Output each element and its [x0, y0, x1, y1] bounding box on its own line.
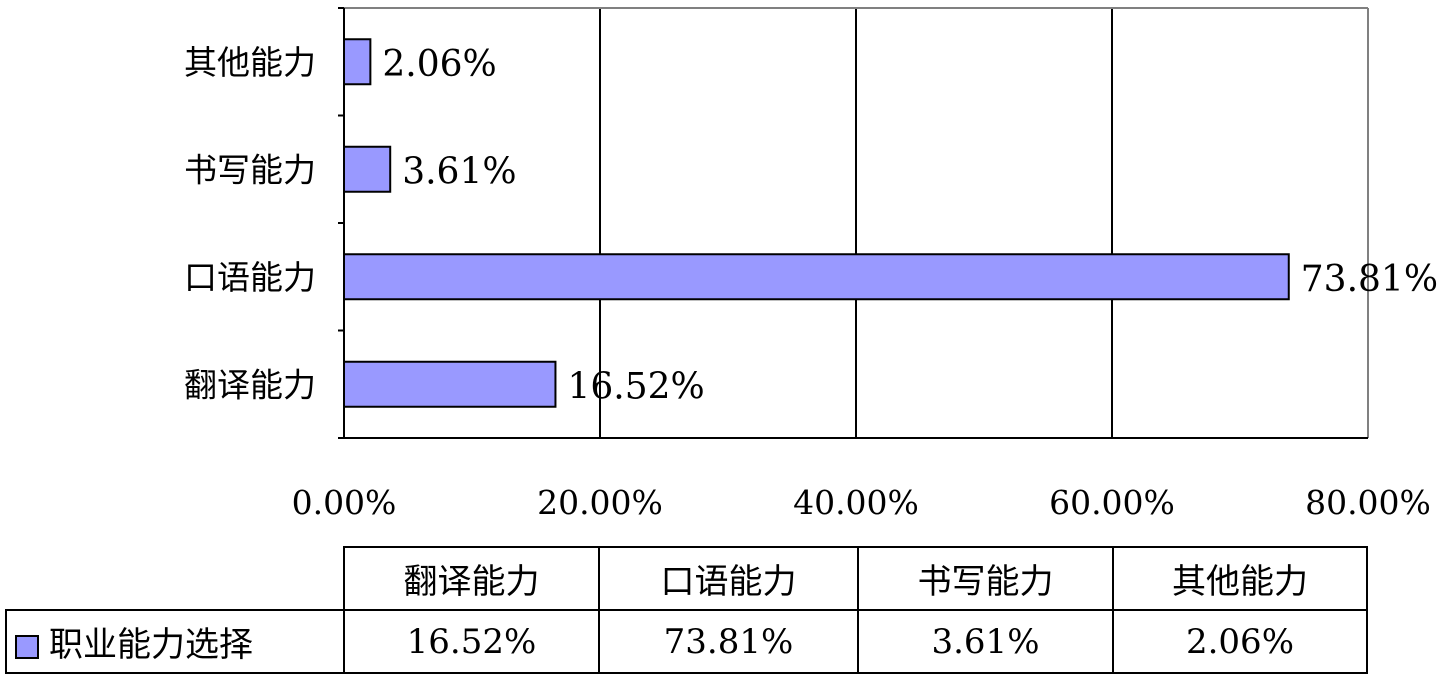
y-category-label: 其他能力: [184, 43, 316, 82]
data-table: 翻译能力 口语能力 书写能力 其他能力 职业能力选择 16.52% 73.81%…: [5, 546, 1368, 674]
series-legend-cell: 职业能力选择: [5, 609, 345, 674]
bar: [343, 145, 392, 193]
table-header-cell: 翻译能力: [343, 546, 600, 611]
y-category-label: 翻译能力: [184, 365, 316, 404]
table-value-cell: 73.81%: [598, 609, 859, 674]
y-category-label: 口语能力: [184, 258, 316, 297]
bars: [343, 38, 1290, 408]
bar-chart: 0.00% 20.00% 40.00% 60.00% 80.00% 翻译能力 16.52% 口…: [184, 7, 1438, 522]
x-tick-label: 20.00%: [537, 483, 663, 522]
series-label: 职业能力选择: [49, 625, 253, 665]
table-value-cell: 16.52%: [343, 609, 600, 674]
bar: [343, 253, 1290, 301]
table-value-cell: 3.61%: [857, 609, 1114, 674]
labels: 0.00% 20.00% 40.00% 60.00% 80.00% 翻译能力 16.52% 口…: [184, 43, 1438, 522]
bar: [343, 360, 557, 408]
data-label: 16.52%: [567, 366, 704, 407]
x-tick-label: 80.00%: [1305, 483, 1431, 522]
x-tick-label: 40.00%: [793, 483, 919, 522]
gridlines: [599, 8, 1113, 438]
table-header-cell: 口语能力: [598, 546, 859, 611]
table-header-row: 翻译能力 口语能力 书写能力 其他能力: [6, 546, 1368, 611]
bar: [343, 38, 372, 86]
data-label: 73.81%: [1301, 259, 1438, 300]
table-header-cell: 其他能力: [1112, 546, 1368, 611]
legend-swatch-icon: [15, 635, 39, 659]
table-header-cell: 书写能力: [857, 546, 1114, 611]
x-tick-label: 60.00%: [1049, 483, 1175, 522]
table-row: 职业能力选择 16.52% 73.81% 3.61% 2.06%: [5, 609, 1368, 674]
x-tick-label: 0.00%: [292, 483, 397, 522]
axes: [338, 7, 1369, 439]
table-value-cell: 2.06%: [1112, 609, 1368, 674]
data-label: 3.61%: [402, 151, 516, 192]
table-corner: [6, 547, 345, 611]
y-category-label: 书写能力: [184, 150, 316, 189]
data-label: 2.06%: [382, 44, 496, 85]
